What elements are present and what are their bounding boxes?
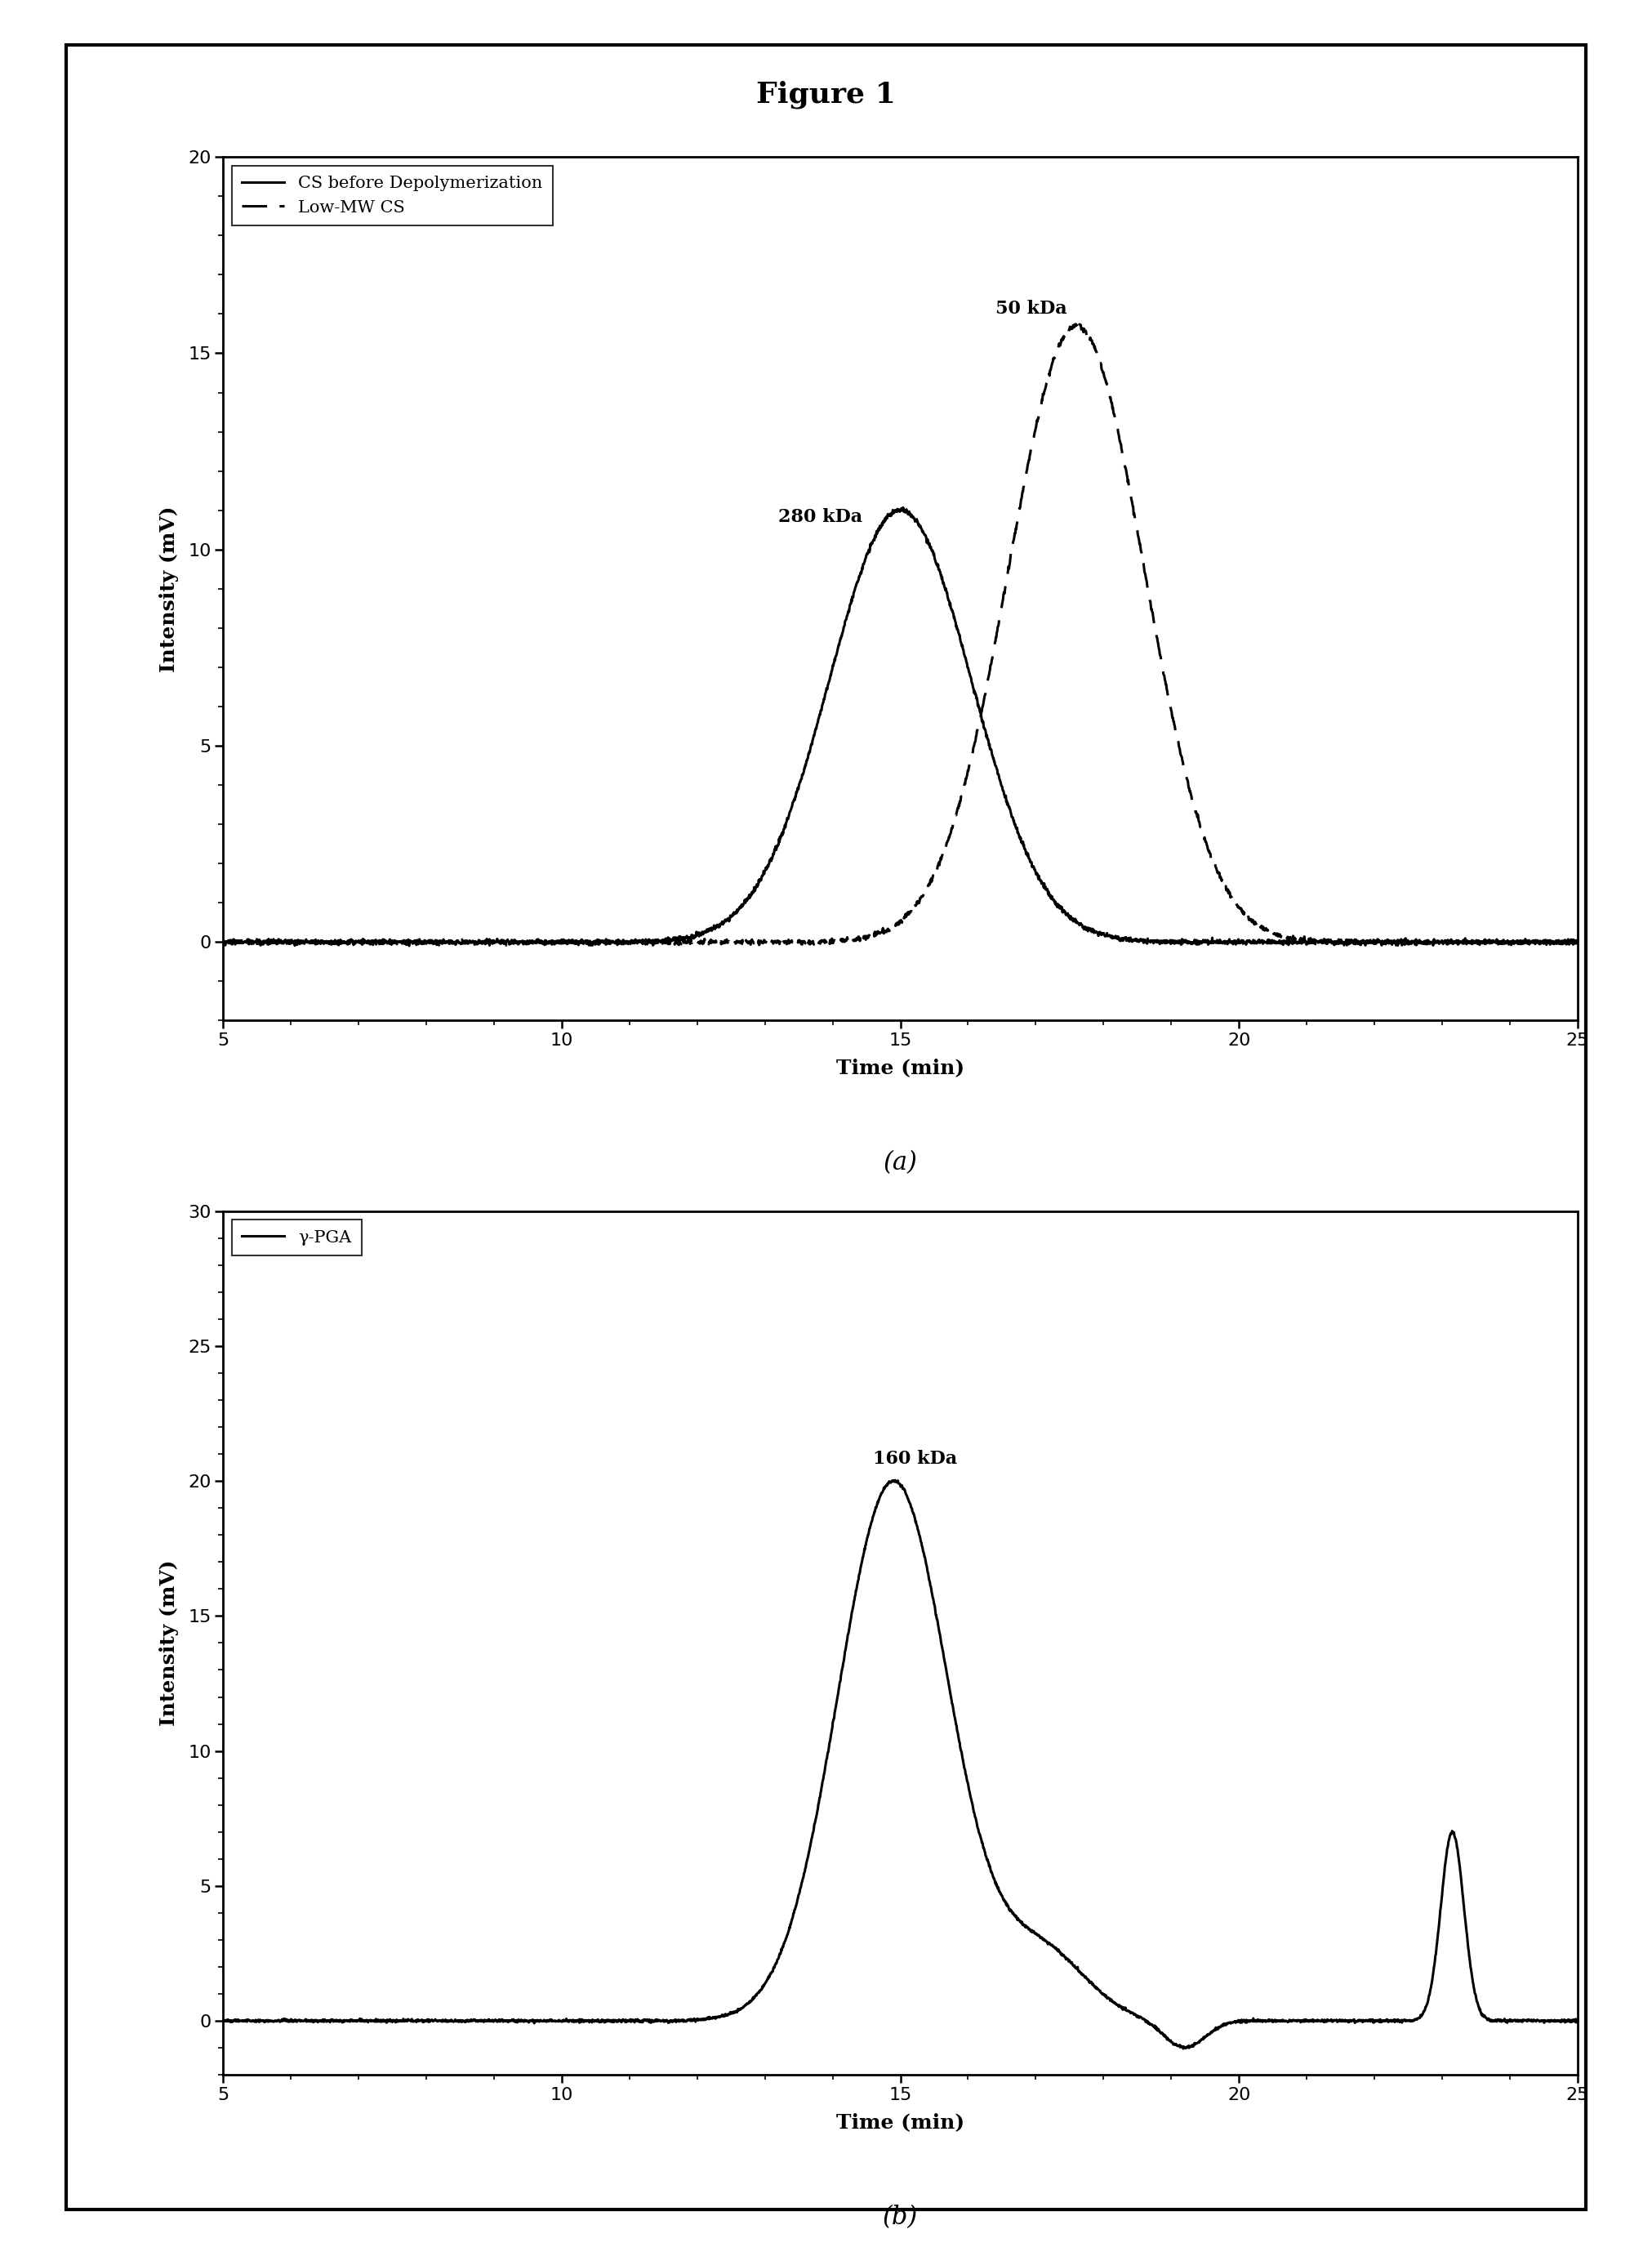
Text: 160 kDa: 160 kDa	[874, 1449, 958, 1467]
Text: (a): (a)	[884, 1151, 917, 1175]
Text: 50 kDa: 50 kDa	[995, 301, 1067, 319]
X-axis label: Time (min): Time (min)	[836, 1059, 965, 1077]
Text: (b): (b)	[882, 2205, 919, 2230]
Legend: γ-PGA: γ-PGA	[231, 1220, 362, 1256]
Y-axis label: Intensity (mV): Intensity (mV)	[159, 1559, 178, 1727]
Y-axis label: Intensity (mV): Intensity (mV)	[159, 505, 178, 673]
Legend: CS before Depolymerization, Low-MW CS: CS before Depolymerization, Low-MW CS	[231, 166, 552, 227]
Text: 280 kDa: 280 kDa	[778, 507, 862, 525]
Text: Figure 1: Figure 1	[757, 81, 895, 110]
X-axis label: Time (min): Time (min)	[836, 2113, 965, 2131]
